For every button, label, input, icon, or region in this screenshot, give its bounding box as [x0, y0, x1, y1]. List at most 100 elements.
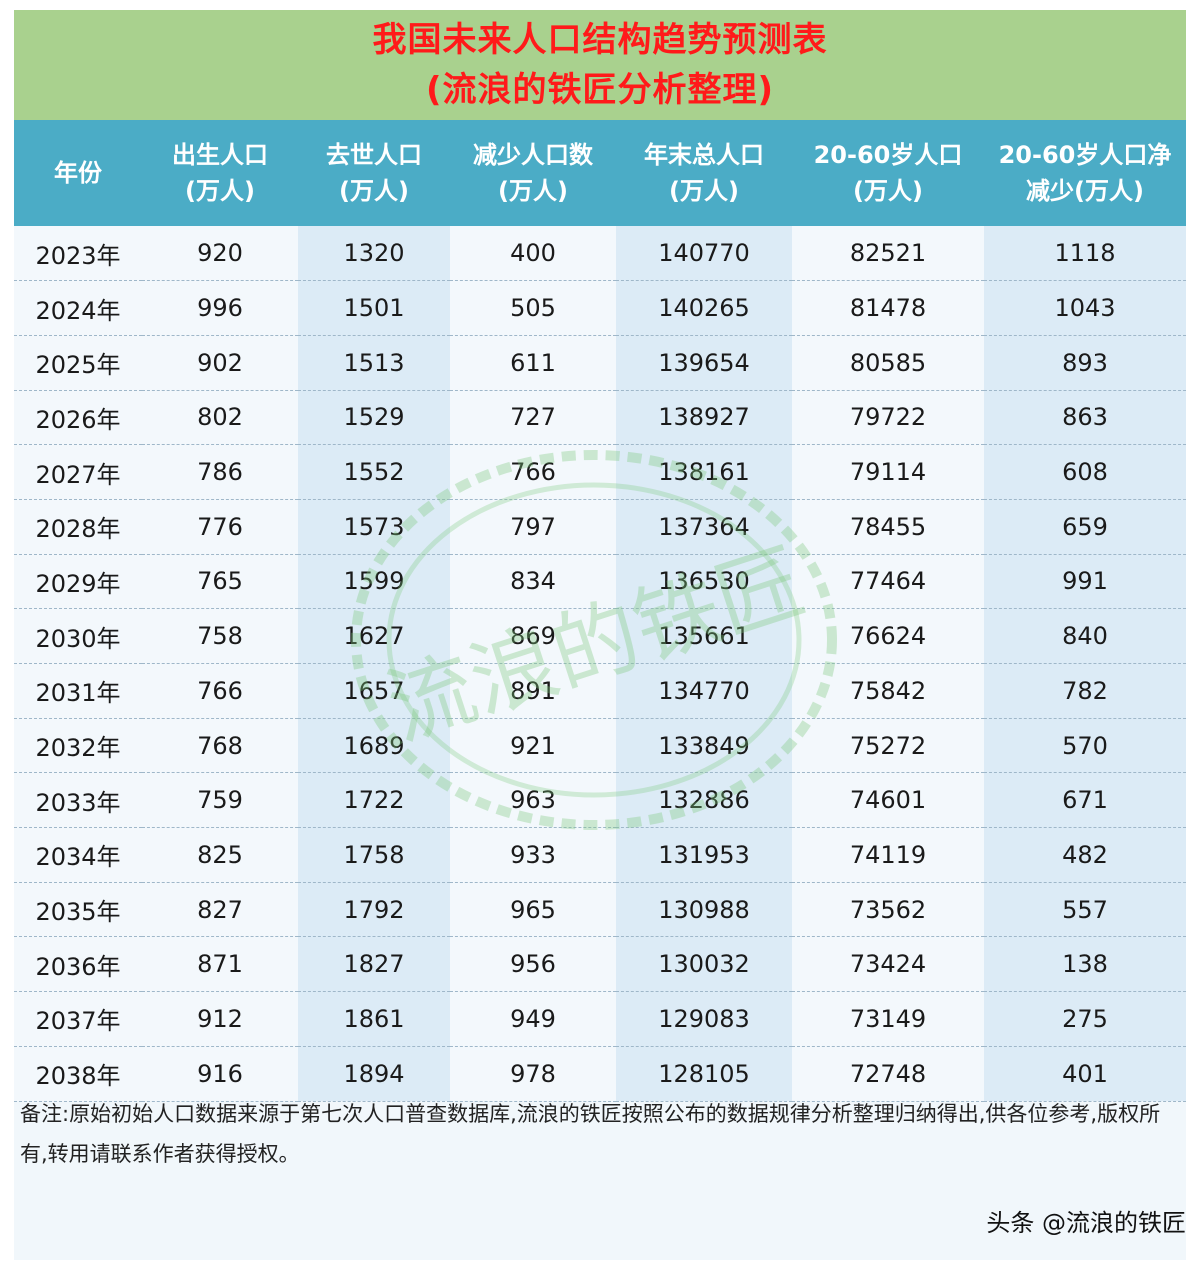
table-title: 我国未来人口结构趋势预测表: [372, 20, 828, 60]
header-row: 年份 出生人口 (万人) 去世人口 (万人) 减少人口数 (万人) 年末总人口 (万人)…: [14, 120, 1186, 226]
cell-year: 2033年: [14, 772, 142, 829]
cell-total: 138161: [616, 444, 792, 500]
cell-total: 137364: [616, 499, 792, 555]
population-forecast-sheet: 我国未来人口结构趋势预测表 (流浪的铁匠分析整理) 年份 出生人口 (万人) 去世…: [14, 10, 1186, 1260]
cell-deaths: 1657: [298, 663, 450, 719]
cell-working-age-decrease: 782: [984, 663, 1186, 719]
cell-year: 2035年: [14, 882, 142, 938]
cell-working-age-decrease: 401: [984, 1046, 1186, 1102]
table-row: 2030年 758 1627 869 135661 76624 840: [14, 608, 1186, 664]
table-row: 2026年 802 1529 727 138927 79722 863: [14, 390, 1186, 446]
cell-decrease: 891: [450, 663, 616, 719]
cell-year: 2037年: [14, 991, 142, 1047]
forecast-table: 年份 出生人口 (万人) 去世人口 (万人) 减少人口数 (万人) 年末总人口 (万人)…: [14, 120, 1186, 1102]
cell-working-age-decrease: 557: [984, 882, 1186, 938]
table-row: 2035年 827 1792 965 130988 73562 557: [14, 882, 1186, 938]
cell-decrease: 797: [450, 499, 616, 555]
cell-decrease: 963: [450, 772, 616, 829]
cell-working-age-decrease: 138: [984, 936, 1186, 993]
table-row: 2034年 825 1758 933 131953 74119 482: [14, 827, 1186, 883]
cell-working-age: 73149: [792, 991, 984, 1047]
cell-year: 2034年: [14, 827, 142, 883]
cell-year: 2032年: [14, 718, 142, 774]
cell-births: 765: [142, 554, 298, 610]
cell-total: 136530: [616, 554, 792, 610]
table-row: 2033年 759 1722 963 132886 74601 671: [14, 772, 1186, 829]
table-row: 2024年 996 1501 505 140265 81478 1043: [14, 280, 1186, 336]
table-row: 2027年 786 1552 766 138161 79114 608: [14, 444, 1186, 500]
cell-total: 128105: [616, 1046, 792, 1102]
cell-deaths: 1513: [298, 335, 450, 391]
cell-deaths: 1722: [298, 772, 450, 829]
cell-decrease: 766: [450, 444, 616, 500]
cell-deaths: 1894: [298, 1046, 450, 1102]
cell-working-age-decrease: 659: [984, 499, 1186, 555]
cell-year: 2024年: [14, 280, 142, 336]
cell-deaths: 1861: [298, 991, 450, 1047]
cell-working-age: 82521: [792, 226, 984, 282]
cell-working-age-decrease: 893: [984, 335, 1186, 391]
cell-births: 786: [142, 444, 298, 500]
cell-decrease: 400: [450, 226, 616, 282]
cell-working-age-decrease: 671: [984, 772, 1186, 829]
cell-total: 130032: [616, 936, 792, 993]
cell-working-age: 77464: [792, 554, 984, 610]
cell-decrease: 921: [450, 718, 616, 774]
cell-working-age: 81478: [792, 280, 984, 336]
cell-births: 825: [142, 827, 298, 883]
header-total: 年末总人口 (万人): [616, 120, 792, 226]
cell-total: 130988: [616, 882, 792, 938]
cell-decrease: 834: [450, 554, 616, 610]
cell-decrease: 978: [450, 1046, 616, 1102]
cell-working-age: 72748: [792, 1046, 984, 1102]
cell-working-age-decrease: 863: [984, 390, 1186, 446]
table-row: 2028年 776 1573 797 137364 78455 659: [14, 499, 1186, 555]
cell-total: 140770: [616, 226, 792, 282]
table-row: 2032年 768 1689 921 133849 75272 570: [14, 718, 1186, 774]
table-row: 2031年 766 1657 891 134770 75842 782: [14, 663, 1186, 719]
cell-births: 912: [142, 991, 298, 1047]
cell-total: 135661: [616, 608, 792, 664]
cell-working-age-decrease: 840: [984, 608, 1186, 664]
cell-deaths: 1758: [298, 827, 450, 883]
cell-decrease: 727: [450, 390, 616, 446]
cell-deaths: 1573: [298, 499, 450, 555]
source-credit: 头条 @流浪的铁匠: [986, 1209, 1186, 1237]
cell-working-age: 80585: [792, 335, 984, 391]
cell-working-age-decrease: 275: [984, 991, 1186, 1047]
title-band: 我国未来人口结构趋势预测表 (流浪的铁匠分析整理): [14, 10, 1186, 120]
cell-working-age-decrease: 991: [984, 554, 1186, 610]
table-row: 2029年 765 1599 834 136530 77464 991: [14, 554, 1186, 610]
cell-decrease: 611: [450, 335, 616, 391]
cell-total: 138927: [616, 390, 792, 446]
cell-year: 2026年: [14, 390, 142, 446]
cell-births: 759: [142, 772, 298, 829]
cell-births: 920: [142, 226, 298, 282]
cell-total: 140265: [616, 280, 792, 336]
cell-working-age: 78455: [792, 499, 984, 555]
table-body: 2023年 920 1320 400 140770 82521 1118 2024年 996 15…: [14, 226, 1186, 1102]
cell-births: 768: [142, 718, 298, 774]
cell-total: 132886: [616, 772, 792, 829]
cell-deaths: 1320: [298, 226, 450, 282]
cell-deaths: 1501: [298, 280, 450, 336]
cell-births: 996: [142, 280, 298, 336]
cell-births: 766: [142, 663, 298, 719]
header-decrease: 减少人口数 (万人): [450, 120, 616, 226]
cell-year: 2036年: [14, 936, 142, 993]
cell-total: 134770: [616, 663, 792, 719]
cell-births: 802: [142, 390, 298, 446]
cell-deaths: 1792: [298, 882, 450, 938]
header-year: 年份: [14, 120, 142, 226]
cell-total: 139654: [616, 335, 792, 391]
cell-year: 2030年: [14, 608, 142, 664]
table-row: 2023年 920 1320 400 140770 82521 1118: [14, 226, 1186, 282]
table-row: 2037年 912 1861 949 129083 73149 275: [14, 991, 1186, 1047]
cell-births: 871: [142, 936, 298, 993]
cell-total: 133849: [616, 718, 792, 774]
cell-working-age-decrease: 570: [984, 718, 1186, 774]
cell-total: 131953: [616, 827, 792, 883]
cell-decrease: 869: [450, 608, 616, 664]
cell-births: 902: [142, 335, 298, 391]
cell-working-age: 75272: [792, 718, 984, 774]
